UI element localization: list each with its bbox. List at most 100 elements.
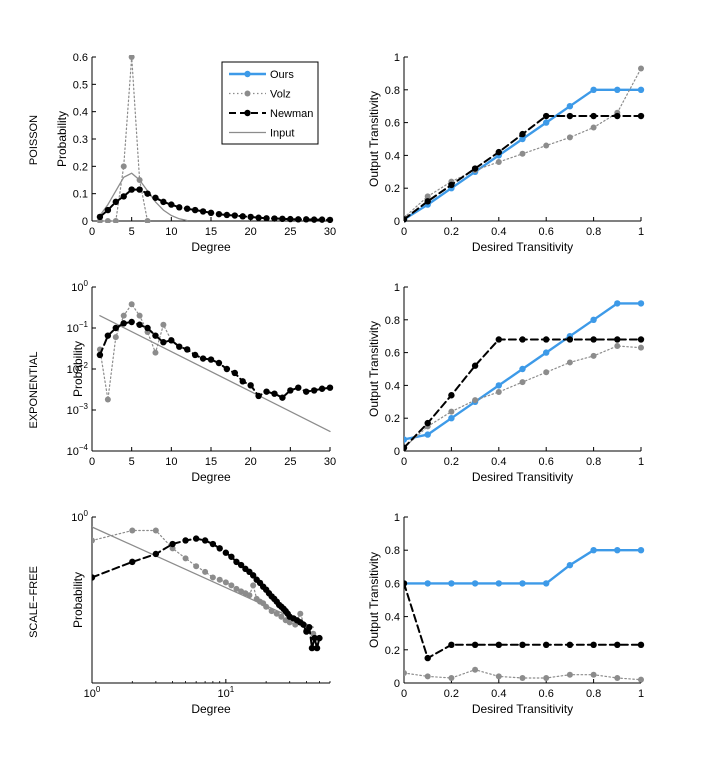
x-axis-label: Desired Transitivity (472, 470, 573, 484)
data-point-newman (404, 444, 408, 451)
series-line-volz (99, 303, 172, 401)
row-label-exponential: EXPONENTIAL (28, 351, 40, 428)
charts-group: 0 5 10 15 20 25 3000.10.20.30.40.50.6DegreePro… (55, 52, 645, 716)
y-tick-label: 0.6 (385, 578, 400, 590)
data-point-newman (300, 621, 307, 628)
y-axis-label: Output Transitivity (367, 321, 381, 417)
data-point-newman (614, 112, 621, 120)
data-point-newman (566, 336, 574, 343)
data-point-volz (120, 163, 127, 170)
x-tick-label: 0 (401, 456, 407, 468)
data-point-newman (519, 336, 526, 343)
data-point-newman (310, 216, 318, 223)
series-volz (96, 301, 175, 403)
y-tick-label: 0.1 (73, 189, 88, 201)
y-tick-label: 0 (82, 216, 88, 228)
data-point-newman (590, 336, 597, 343)
data-point-ours (424, 580, 431, 587)
data-point-volz (519, 379, 526, 386)
y-tick-label: 0.4 (385, 612, 400, 624)
data-point-volz (152, 349, 159, 356)
data-point-newman (199, 208, 207, 215)
data-point-newman (318, 385, 326, 392)
x-tick-label: 0.4 (491, 688, 506, 700)
data-point-newman (199, 355, 207, 362)
x-tick-label: 0.8 (586, 688, 601, 700)
data-point-newman (112, 324, 120, 332)
legend-label: Newman (270, 108, 313, 120)
series-line-newman (404, 338, 642, 449)
series-newman (404, 580, 645, 662)
x-axis-label: Desired Transitivity (472, 702, 573, 716)
series-input (99, 172, 188, 222)
legend-label: Volz (270, 89, 291, 101)
data-point-volz (209, 574, 216, 581)
chart-exponential-degree: 0 5 10 15 20 25 3010−410−310−210−1100DegreePro… (67, 279, 337, 484)
data-point-newman (215, 359, 223, 367)
y-tick-label: 0 (394, 446, 400, 458)
y-tick-label: 1 (394, 52, 400, 64)
x-axis-label: Degree (191, 240, 231, 254)
y-tick-label: 1 (394, 282, 400, 294)
data-point-newman (519, 641, 526, 649)
data-point-newman (112, 198, 120, 206)
data-point-volz (202, 568, 209, 575)
data-point-newman (424, 419, 431, 427)
data-point-newman (192, 535, 200, 542)
data-point-volz (160, 321, 167, 328)
data-point-volz (193, 563, 200, 570)
data-point-newman (207, 209, 215, 216)
y-tick-exponent: −4 (79, 443, 89, 452)
data-point-volz (590, 352, 597, 359)
y-tick-label: 0 (394, 678, 400, 690)
data-point-ours (614, 86, 621, 94)
data-point-newman (279, 394, 286, 401)
x-tick-label: 1 (638, 688, 644, 700)
x-tick-label: 10 (165, 456, 177, 468)
data-point-volz (424, 673, 431, 680)
y-tick-label: 100 (71, 279, 88, 294)
series-volz (404, 343, 644, 451)
data-point-ours (637, 300, 645, 307)
y-axis-label: Probability (71, 341, 85, 397)
data-point-newman (614, 336, 621, 343)
x-tick-label: 15 (205, 456, 217, 468)
x-tick-exponent: 0 (96, 685, 101, 694)
data-point-newman (543, 112, 550, 120)
data-point-newman (201, 537, 209, 544)
data-point-newman (303, 216, 310, 223)
y-tick-label: 0.2 (73, 161, 88, 173)
data-point-newman (215, 210, 223, 218)
data-point-volz (590, 671, 597, 678)
data-point-volz (112, 218, 119, 223)
x-tick-label: 25 (284, 226, 296, 238)
data-point-volz (263, 603, 270, 610)
data-point-volz (128, 301, 135, 308)
series-ours (404, 300, 645, 443)
x-tick-label: 0 (89, 226, 95, 238)
data-point-newman (308, 644, 316, 652)
y-tick-label: 0.2 (385, 413, 400, 425)
data-point-newman (279, 215, 286, 223)
data-point-newman (136, 186, 143, 193)
data-point-volz (216, 576, 223, 583)
series-line-ours (404, 549, 643, 585)
data-point-newman (168, 337, 175, 344)
data-point-volz (144, 218, 151, 223)
data-point-ours (637, 86, 645, 94)
data-point-newman (191, 351, 199, 359)
x-tick-label: 10 (165, 226, 177, 238)
data-point-ours (519, 365, 526, 373)
y-tick-label: 0.4 (385, 380, 400, 392)
data-point-newman (287, 215, 294, 223)
data-point-volz (128, 55, 135, 60)
data-point-volz (543, 675, 550, 682)
series-input (92, 526, 314, 628)
plot-area (96, 301, 334, 433)
data-point-newman (120, 320, 127, 327)
x-tick-label: 0.6 (539, 456, 554, 468)
x-tick-label: 0.2 (444, 688, 459, 700)
y-tick-label: 0.6 (385, 348, 400, 360)
data-point-volz (169, 545, 176, 552)
data-point-newman (249, 572, 257, 579)
